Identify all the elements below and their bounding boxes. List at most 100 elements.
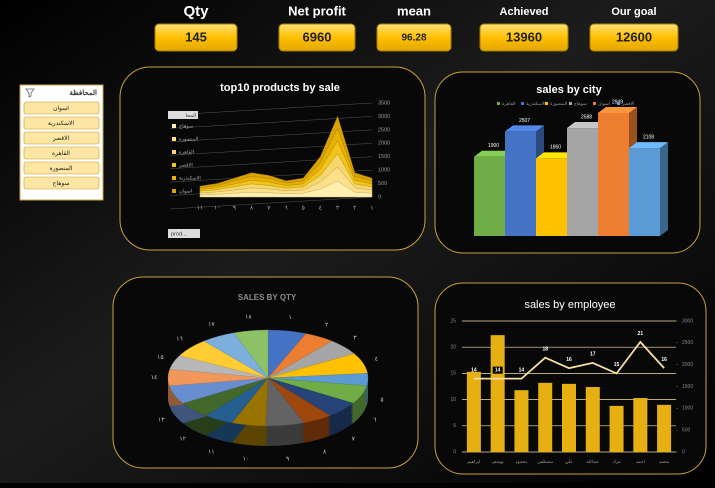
value-label: 2507 <box>519 118 530 124</box>
x-tick-label: محمود <box>515 459 528 465</box>
slicer-item-label: الاسكندرية <box>48 120 75 127</box>
slicer-item-label: القاهرة <box>52 150 70 157</box>
value-label: 2588 <box>581 114 592 120</box>
legend-swatch <box>172 124 176 128</box>
bar <box>505 131 536 236</box>
x-tick-label: يوسف <box>492 459 505 465</box>
filter-icon[interactable] <box>25 88 35 98</box>
slicer-item[interactable] <box>23 146 100 160</box>
legend-swatch <box>617 102 620 105</box>
legend-label: القاهرة <box>179 149 194 155</box>
bar <box>598 113 629 236</box>
bar <box>633 398 648 452</box>
slicer-item-label: سوهاج <box>53 180 70 187</box>
legend-swatch <box>545 102 548 105</box>
x-tick-label: ٥ <box>302 206 305 212</box>
y-tick-label: 1500 <box>378 154 390 160</box>
value-label: 18 <box>542 347 548 353</box>
chart-title: SALES BY QTY <box>238 293 297 302</box>
y-tick-label: 0 <box>453 449 456 455</box>
slicer-item[interactable] <box>23 176 100 190</box>
bar-top <box>474 150 513 157</box>
value-label: 1860 <box>550 145 561 151</box>
slicer-item-label: المنصورة <box>49 165 72 172</box>
value-label: 15 <box>614 362 620 368</box>
x-tick-label: ٩ <box>233 206 236 212</box>
y-tick-label: 3500 <box>378 100 390 106</box>
legend-swatch <box>172 163 176 167</box>
slicer-item[interactable] <box>23 161 100 175</box>
field-button[interactable] <box>168 229 200 238</box>
y-tick-label: 25 <box>450 318 456 324</box>
grid-line <box>169 196 373 210</box>
slice-label: ٣ <box>353 335 357 341</box>
bar <box>474 156 505 236</box>
legend-swatch <box>172 150 176 154</box>
bar-top <box>505 125 544 132</box>
y2-tick-label: 3000 <box>682 318 693 324</box>
chart-title: sales by city <box>536 84 602 96</box>
legend-label: الاسكندرية <box>526 101 546 107</box>
pie-slice <box>233 329 269 379</box>
x-tick-label: مصطفى <box>537 459 554 464</box>
x-tick-label: ابراهيم <box>467 459 480 465</box>
legend-label: اسوان <box>598 101 610 107</box>
x-tick-label: ١ <box>370 206 373 212</box>
slice-label: ١٧ <box>208 322 215 328</box>
bar-top <box>567 122 606 129</box>
y2-tick-label: 1000 <box>682 406 693 412</box>
x-tick-label: محمد <box>659 459 670 464</box>
kpi-card <box>154 23 238 52</box>
slice-label: ١٥ <box>157 355 163 361</box>
slice-label: ١٤ <box>151 375 157 381</box>
x-tick-label: ٦ <box>284 206 287 212</box>
x-tick-label: ٨ <box>250 206 254 212</box>
kpi-label: Achieved <box>500 6 549 18</box>
kpi-card <box>589 23 679 52</box>
bar <box>490 335 505 452</box>
bar <box>585 387 600 452</box>
legend-header[interactable] <box>168 111 198 119</box>
y-tick-label: 20 <box>450 345 456 351</box>
legend-swatch <box>521 102 524 105</box>
value-label: 14 <box>471 367 477 373</box>
kpi-value: 6960 <box>303 29 332 44</box>
field-button-label: prod... <box>171 231 187 237</box>
x-tick-label: ١٠ <box>214 206 220 212</box>
legend-swatch <box>593 102 596 105</box>
y2-tick-label: 0 <box>682 449 685 455</box>
bar <box>657 404 672 452</box>
value-label: 16 <box>566 357 572 363</box>
area <box>199 115 373 189</box>
grid-line <box>169 102 373 116</box>
slicer-item[interactable] <box>23 131 100 145</box>
bar <box>629 148 660 236</box>
x-tick-label: ٢ <box>353 206 356 212</box>
slice-label: ٧ <box>352 437 356 443</box>
slice-label: ١٨ <box>245 315 252 321</box>
y-tick-label: 1000 <box>378 168 390 174</box>
label-box <box>492 366 503 374</box>
slice-label: ١٣ <box>158 417 165 423</box>
bar <box>609 405 624 452</box>
legend-label: المنصورة <box>179 136 198 142</box>
slicer-item[interactable] <box>23 101 100 115</box>
x-tick-label: احمد <box>636 459 645 464</box>
bar <box>562 383 576 452</box>
slicer-item[interactable] <box>23 116 100 130</box>
value-label: 16 <box>661 357 667 363</box>
bar-top <box>598 107 637 113</box>
y-tick-label: 500 <box>378 181 387 187</box>
kpi-value: 12600 <box>616 29 652 44</box>
slice-label: ٥ <box>380 398 383 404</box>
x-tick-label: عبدالله <box>586 459 599 464</box>
kpi-label: Net profit <box>288 3 346 18</box>
legend-label: الاسكندرية <box>179 175 201 181</box>
bar <box>466 371 481 452</box>
bar-side <box>660 142 668 236</box>
chart-title: top10 products by sale <box>220 82 340 94</box>
chart-title: sales by employee <box>524 299 615 311</box>
y2-tick-label: 2500 <box>682 340 693 346</box>
value-label: 2108 <box>643 134 654 140</box>
